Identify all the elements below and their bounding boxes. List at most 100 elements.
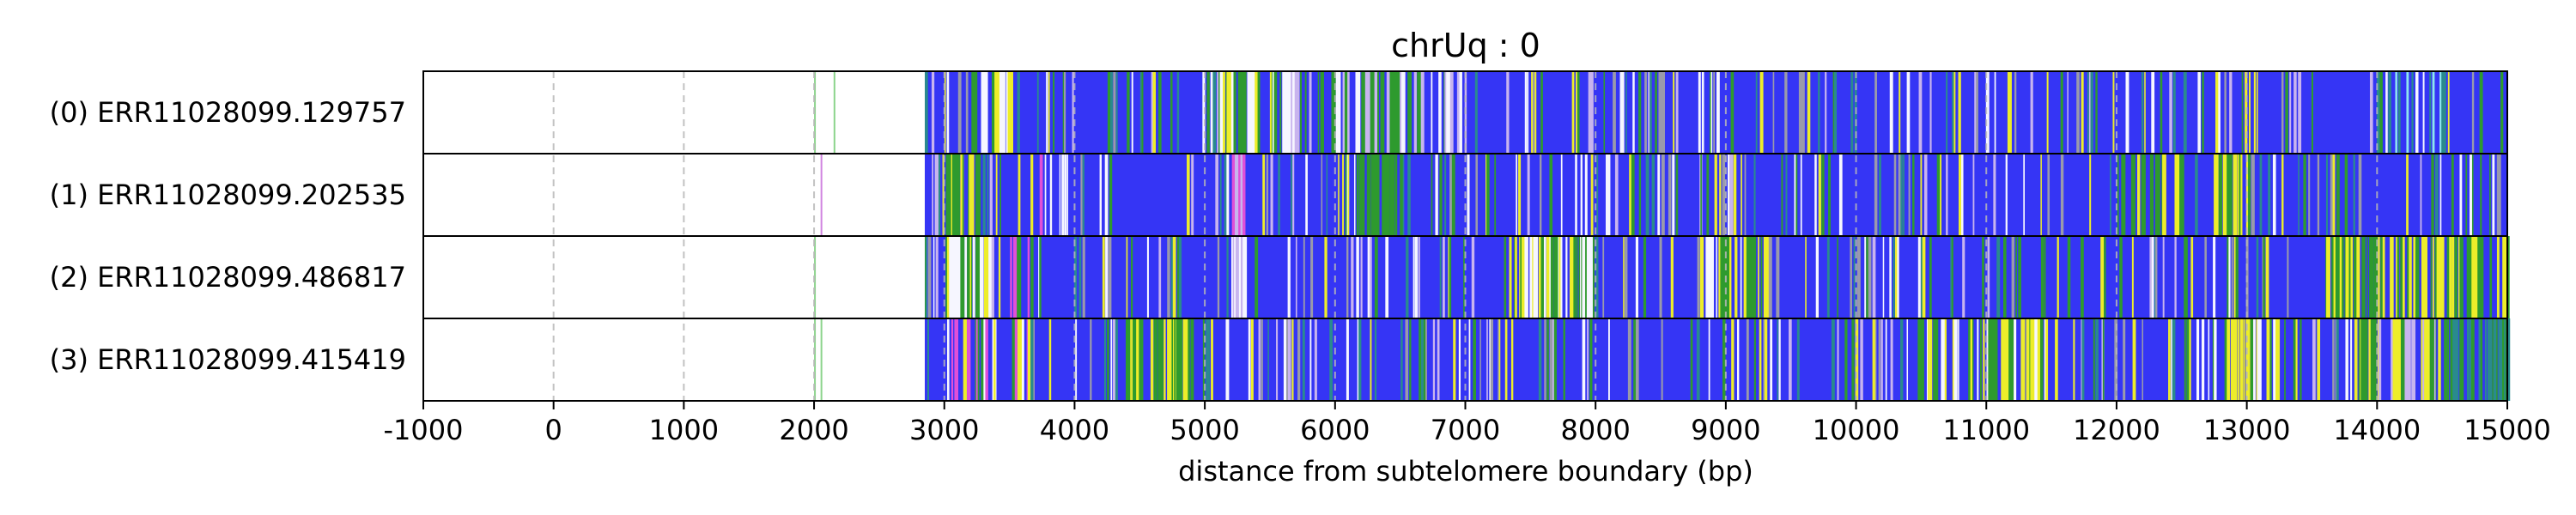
annotation-stripe (2214, 154, 2219, 236)
annotation-stripe (1708, 318, 1710, 401)
x-tick-label: 4000 (1040, 414, 1109, 446)
annotation-stripe (1291, 318, 1294, 401)
annotation-stripe (2453, 318, 2459, 401)
annotation-stripe (2438, 318, 2441, 401)
annotation-stripe (2360, 318, 2366, 401)
annotation-stripe (1922, 236, 1926, 318)
annotation-stripe (1794, 154, 1796, 236)
annotation-stripe (1570, 236, 1577, 318)
annotation-stripe (1576, 71, 1577, 154)
annotation-stripe (1928, 318, 1930, 401)
annotation-stripe (1544, 318, 1546, 401)
annotation-stripe (1174, 318, 1176, 401)
annotation-stripe (1347, 71, 1350, 154)
annotation-stripe (1670, 236, 1674, 318)
annotation-stripe (1431, 154, 1433, 236)
annotation-stripe (2311, 71, 2313, 154)
annotation-stripe (2171, 318, 2174, 401)
annotation-stripe (2233, 318, 2235, 401)
annotation-stripe (2125, 71, 2129, 154)
annotation-stripe (2345, 318, 2348, 401)
annotation-stripe (2432, 236, 2434, 318)
annotation-stripe (1314, 318, 1317, 401)
annotation-stripe (1338, 154, 1340, 236)
annotation-stripe (1206, 318, 1210, 401)
annotation-stripe (2312, 318, 2316, 401)
annotation-stripe (2420, 154, 2422, 236)
annotation-stripe (2218, 154, 2222, 236)
annotation-stripe (1188, 318, 1190, 401)
annotation-stripe (2500, 318, 2505, 401)
annotation-stripe (1127, 318, 1132, 401)
annotation-stripe (1285, 71, 1291, 154)
annotation-stripe (1900, 154, 1903, 236)
x-axis-title: distance from subtelomere boundary (bp) (1178, 455, 1753, 488)
annotation-stripe (1498, 318, 1500, 401)
annotation-stripe (1918, 71, 1923, 154)
annotation-stripe (2444, 318, 2448, 401)
row-label: (3) ERR11028099.415419 (50, 343, 406, 376)
annotation-stripe (1759, 318, 1762, 401)
annotation-stripe (1962, 236, 1965, 318)
annotation-stripe (1707, 236, 1710, 318)
annotation-stripe (999, 154, 1001, 236)
annotation-stripe (1082, 236, 1085, 318)
annotation-stripe (2253, 154, 2255, 236)
annotation-stripe (946, 71, 950, 154)
annotation-stripe (1078, 236, 1082, 318)
annotation-stripe (1546, 318, 1549, 401)
annotation-stripe (2385, 71, 2388, 154)
annotation-stripe (2022, 318, 2024, 401)
annotation-stripe (1346, 236, 1349, 318)
annotation-stripe (1662, 71, 1665, 154)
annotation-stripe (2149, 154, 2153, 236)
annotation-stripe (1109, 154, 1113, 236)
annotation-stripe (2227, 236, 2229, 318)
annotation-stripe (2196, 318, 2200, 401)
annotation-stripe (1728, 154, 1731, 236)
annotation-stripe (1240, 154, 1245, 236)
x-tick-label: 1000 (649, 414, 719, 446)
annotation-stripe (2137, 154, 2141, 236)
annotation-stripe (1082, 154, 1084, 236)
annotation-stripe (1266, 154, 1269, 236)
annotation-stripe (1872, 318, 1876, 401)
annotation-stripe (1255, 236, 1259, 318)
annotation-stripe (2400, 236, 2403, 318)
annotation-stripe (2231, 236, 2233, 318)
annotation-stripe (1494, 154, 1497, 236)
read-base-segment (924, 71, 2507, 154)
annotation-stripe (2372, 318, 2377, 401)
annotation-stripe (2470, 154, 2473, 236)
annotation-stripe (2228, 154, 2233, 236)
annotation-stripe (2415, 236, 2420, 318)
annotation-stripe (2005, 154, 2008, 236)
annotation-stripe (1879, 154, 1881, 236)
annotation-stripe (2411, 71, 2414, 154)
annotation-stripe (1506, 71, 1510, 154)
annotation-stripe (2055, 318, 2058, 401)
annotation-stripe (1413, 236, 1415, 318)
annotation-stripe (2247, 318, 2251, 401)
annotation-stripe (2395, 71, 2397, 154)
annotation-stripe (1453, 318, 1456, 401)
annotation-stripe (2248, 71, 2251, 154)
annotation-stripe (1563, 318, 1565, 401)
annotation-stripe (2451, 236, 2455, 318)
annotation-stripe (2421, 318, 2423, 401)
annotation-stripe (1226, 154, 1230, 236)
annotation-stripe (1292, 71, 1297, 154)
annotation-stripe (925, 236, 927, 318)
annotation-stripe (2023, 154, 2025, 236)
annotation-stripe (2333, 236, 2336, 318)
annotation-stripe (1596, 154, 1599, 236)
x-tick-label: 14000 (2333, 414, 2421, 446)
annotation-stripe (1270, 154, 1273, 236)
annotation-stripe (951, 318, 954, 401)
annotation-stripe (1395, 71, 1400, 154)
annotation-stripe (2258, 318, 2262, 401)
annotation-stripe (1357, 318, 1359, 401)
annotation-stripe (2490, 318, 2493, 401)
annotation-stripe (1158, 236, 1162, 318)
annotation-stripe (1696, 318, 1700, 401)
